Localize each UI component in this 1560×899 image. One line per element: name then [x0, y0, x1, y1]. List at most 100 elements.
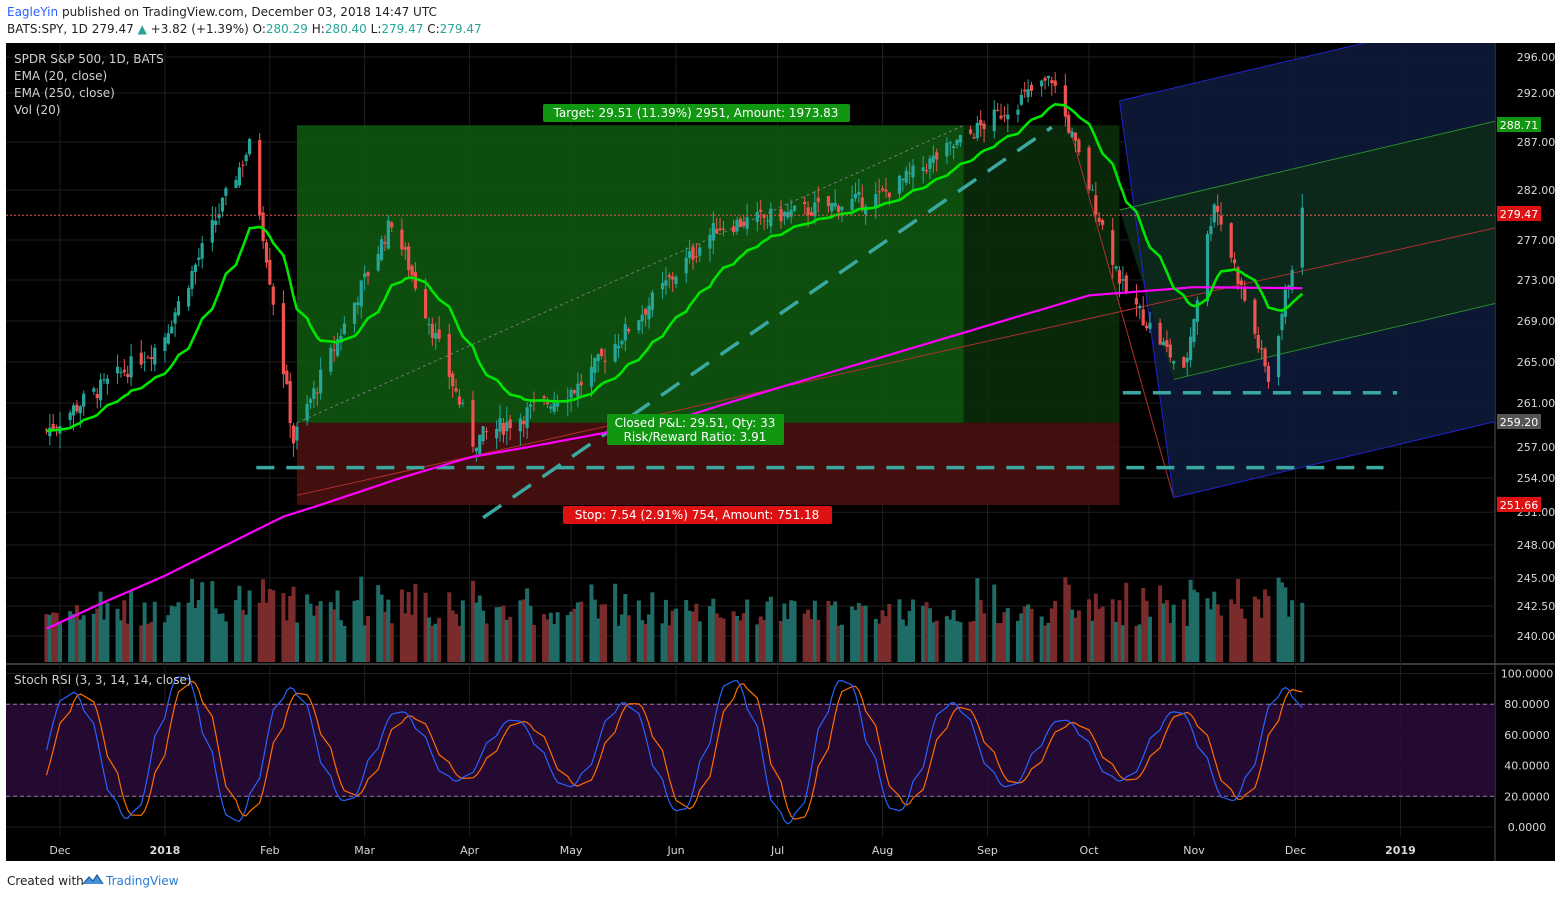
candle-body[interactable] [68, 412, 72, 421]
candle-body[interactable] [1216, 205, 1220, 212]
candle-body[interactable] [214, 220, 218, 225]
candle-body[interactable] [1053, 80, 1057, 86]
candle-body[interactable] [789, 209, 793, 217]
candle-body[interactable] [146, 357, 150, 359]
candle-body[interactable] [620, 341, 624, 345]
candle-body[interactable] [603, 360, 607, 362]
candle-body[interactable] [864, 206, 868, 215]
candle-body[interactable] [1148, 322, 1152, 329]
candle-body[interactable] [921, 167, 925, 172]
candle-body[interactable] [308, 399, 313, 404]
candle-body[interactable] [928, 158, 932, 169]
candle-body[interactable] [352, 302, 357, 324]
candle-body[interactable] [461, 402, 465, 404]
candle-body[interactable] [1019, 94, 1023, 105]
candle-body[interactable] [271, 286, 275, 305]
candle-body[interactable] [975, 123, 979, 139]
candle-body[interactable] [715, 228, 719, 234]
candle-body[interactable] [95, 393, 99, 399]
candle-body[interactable] [576, 383, 580, 397]
candle-body[interactable] [623, 324, 627, 341]
candle-body[interactable] [684, 257, 688, 274]
candle-body[interactable] [935, 152, 939, 160]
candle-body[interactable] [1212, 204, 1216, 223]
candle-body[interactable] [268, 259, 272, 285]
candle-body[interactable] [1023, 89, 1027, 92]
candle-body[interactable] [224, 188, 228, 196]
candle-body[interactable] [1236, 267, 1240, 285]
candle-body[interactable] [555, 402, 560, 407]
candle-body[interactable] [762, 215, 766, 218]
candle-body[interactable] [948, 142, 952, 144]
candle-body[interactable] [992, 109, 996, 132]
candle-body[interactable] [1192, 319, 1196, 342]
candle-body[interactable] [423, 289, 428, 319]
candle-body[interactable] [1195, 300, 1199, 322]
candle-body[interactable] [1280, 314, 1284, 331]
candle-body[interactable] [258, 140, 262, 216]
candle-body[interactable] [721, 228, 726, 230]
candle-body[interactable] [359, 280, 363, 307]
candle-body[interactable] [1138, 305, 1142, 309]
candle-body[interactable] [738, 218, 742, 228]
candle-body[interactable] [1256, 334, 1260, 349]
candle-body[interactable] [874, 194, 878, 209]
candle-body[interactable] [220, 197, 225, 212]
candle-body[interactable] [1043, 77, 1047, 81]
candle-body[interactable] [1046, 75, 1051, 79]
candle-body[interactable] [884, 189, 888, 192]
candle-body[interactable] [552, 401, 556, 412]
candle-body[interactable] [952, 146, 956, 149]
pitchfork-lines[interactable] [1064, 42, 1495, 499]
candle-body[interactable] [210, 219, 214, 243]
candle-body[interactable] [1114, 266, 1118, 269]
candle-body[interactable] [1070, 131, 1074, 138]
candle-body[interactable] [640, 314, 644, 322]
median-line[interactable] [296, 227, 1495, 496]
candle-body[interactable] [718, 228, 722, 231]
legend-ema20[interactable]: EMA (20, close) [14, 69, 107, 83]
candle-body[interactable] [1077, 139, 1081, 153]
candle-body[interactable] [698, 247, 702, 256]
candle-body[interactable] [579, 381, 583, 386]
candle-body[interactable] [400, 229, 404, 250]
candle-body[interactable] [979, 119, 983, 126]
candle-body[interactable] [803, 201, 807, 205]
candle-body[interactable] [782, 211, 786, 217]
candle-body[interactable] [295, 426, 299, 441]
candle-body[interactable] [410, 265, 414, 276]
candle-body[interactable] [390, 222, 394, 228]
candle-body[interactable] [217, 214, 221, 218]
candle-body[interactable] [1094, 195, 1098, 215]
candle-body[interactable] [972, 137, 976, 139]
candle-body[interactable] [1026, 89, 1030, 98]
candle-body[interactable] [880, 188, 885, 191]
candle-body[interactable] [518, 418, 522, 432]
candle-body[interactable] [1121, 279, 1125, 281]
candle-body[interactable] [447, 333, 451, 377]
candle-body[interactable] [711, 223, 715, 241]
candle-body[interactable] [1002, 115, 1007, 117]
candle-body[interactable] [958, 135, 963, 143]
ema-20-line[interactable] [46, 102, 1304, 432]
candle-body[interactable] [430, 324, 434, 338]
candle-body[interactable] [664, 280, 668, 286]
candle-body[interactable] [1063, 85, 1067, 117]
legend-vol[interactable]: Vol (20) [14, 103, 60, 117]
candle-body[interactable] [498, 418, 502, 432]
candle-body[interactable] [478, 434, 482, 454]
candle-body[interactable] [332, 349, 336, 351]
candle-body[interactable] [569, 389, 573, 398]
legend-ema250[interactable]: EMA (250, close) [14, 86, 115, 100]
candle-body[interactable] [1161, 341, 1166, 346]
tradingview-logo-icon[interactable] [82, 872, 104, 886]
candle-body[interactable] [241, 164, 245, 166]
candle-body[interactable] [501, 423, 506, 435]
candle-body[interactable] [55, 427, 59, 429]
candle-body[interactable] [542, 396, 546, 399]
candle-body[interactable] [285, 370, 289, 384]
candle-body[interactable] [644, 308, 648, 315]
candle-body[interactable] [1172, 361, 1176, 364]
candle-body[interactable] [457, 396, 462, 405]
candle-body[interactable] [1253, 299, 1257, 334]
